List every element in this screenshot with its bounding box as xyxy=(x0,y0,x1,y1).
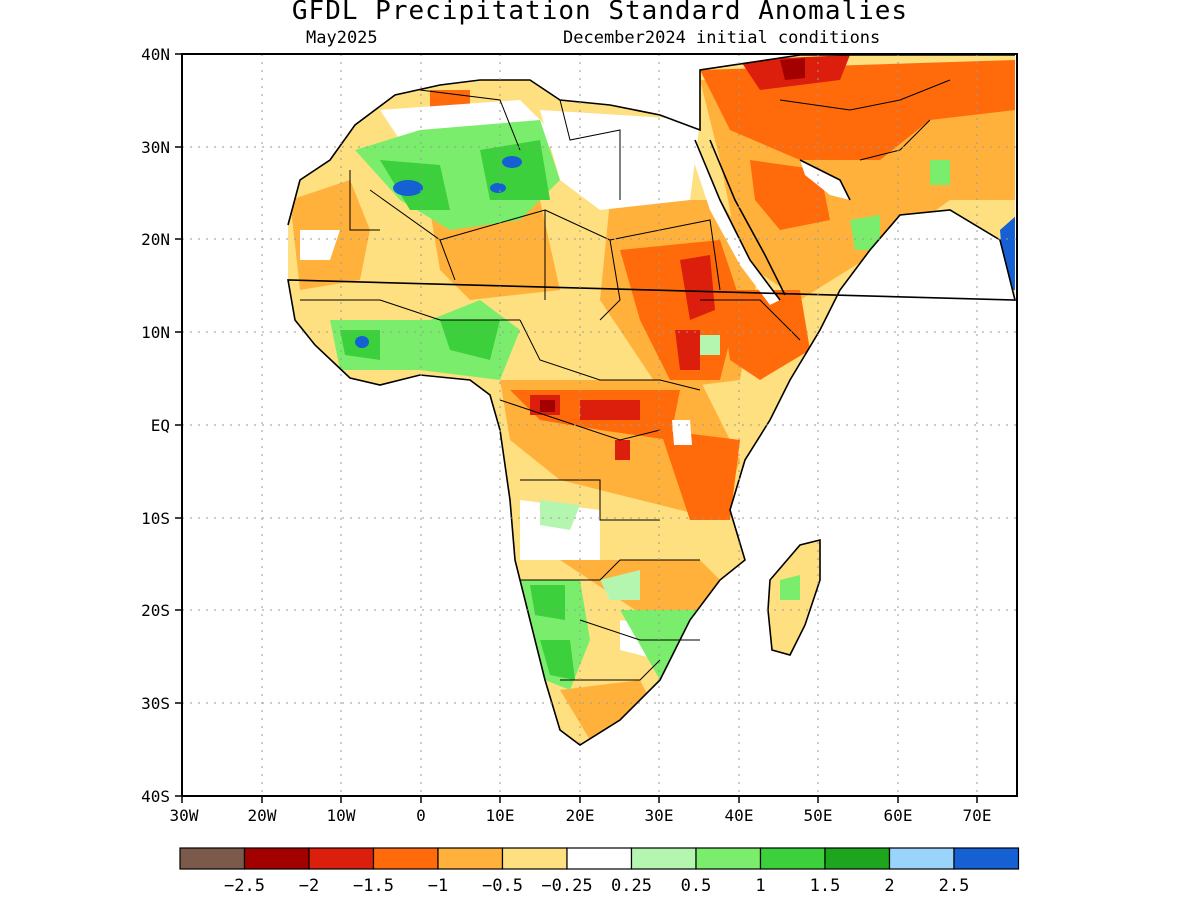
lat-label: 40N xyxy=(141,45,170,64)
map-title: GFDL Precipitation Standard Anomalies xyxy=(291,0,909,26)
colorbar-label: −0.5 xyxy=(482,876,523,896)
lon-label: 10W xyxy=(327,806,356,825)
colorbar-swatch xyxy=(888,847,955,870)
lon-label: 30W xyxy=(170,806,199,825)
coastlines xyxy=(287,54,1017,746)
lat-label: 40S xyxy=(141,787,170,806)
lon-label: 10E xyxy=(486,806,515,825)
lon-label: 0 xyxy=(416,806,426,825)
lat-label: 30N xyxy=(141,138,170,157)
colorbar-swatch xyxy=(759,847,826,870)
colorbar-label: −1 xyxy=(428,876,448,896)
country-borders xyxy=(300,79,951,681)
lon-labels: 30W 20W 10W 0 10E 20E 30E 40E 50E 60E 70… xyxy=(170,806,992,825)
lon-label: 60E xyxy=(884,806,913,825)
colorbar-swatch xyxy=(243,847,310,870)
lat-label: 20N xyxy=(141,230,170,249)
colorbar-label: 0.25 xyxy=(611,876,652,896)
colorbar-swatch xyxy=(630,847,697,870)
colorbar-label: 1 xyxy=(755,876,765,896)
lat-label: 20S xyxy=(141,601,170,620)
colorbar-label: −0.25 xyxy=(541,876,592,896)
lon-label: 20W xyxy=(248,806,277,825)
colorbar-swatch xyxy=(179,847,246,870)
lat-label: 10S xyxy=(141,509,170,528)
colorbar-swatch xyxy=(824,847,891,870)
colorbar-swatch xyxy=(308,847,375,870)
colorbar-swatch xyxy=(437,847,504,870)
colorbar-swatch xyxy=(566,847,633,870)
colorbar-label: 2.5 xyxy=(939,876,970,896)
colorbar-label: −2 xyxy=(299,876,319,896)
axis-ticks xyxy=(175,53,978,803)
lat-label: 30S xyxy=(141,694,170,713)
initial-conditions-label: December2024 initial conditions xyxy=(563,28,881,48)
colorbar-label: −2.5 xyxy=(224,876,265,896)
lon-label: 30E xyxy=(645,806,674,825)
colorbar-swatch xyxy=(501,847,568,870)
lat-labels: 40N 30N 20N 10N EQ 10S 20S 30S 40S xyxy=(141,45,170,806)
colorbar-label: 0.5 xyxy=(681,876,712,896)
colorbar-label: 1.5 xyxy=(810,876,841,896)
lon-label: 40E xyxy=(725,806,754,825)
colorbar-label: −1.5 xyxy=(353,876,394,896)
lon-label: 50E xyxy=(804,806,833,825)
forecast-month: May2025 xyxy=(306,28,378,48)
colorbar-swatch xyxy=(372,847,439,870)
lat-label: EQ xyxy=(151,416,170,435)
colorbar-swatch xyxy=(695,847,762,870)
lon-label: 70E xyxy=(963,806,992,825)
graticule xyxy=(182,54,1017,796)
color-legend: −2.5 −2 −1.5 −1 −0.5 −0.25 0.25 0.5 1 1.5 2 2.5 xyxy=(179,847,1020,896)
lon-label: 20E xyxy=(566,806,595,825)
lat-label: 10N xyxy=(141,323,170,342)
colorbar-label: 2 xyxy=(884,876,894,896)
colorbar-swatch xyxy=(953,847,1020,870)
